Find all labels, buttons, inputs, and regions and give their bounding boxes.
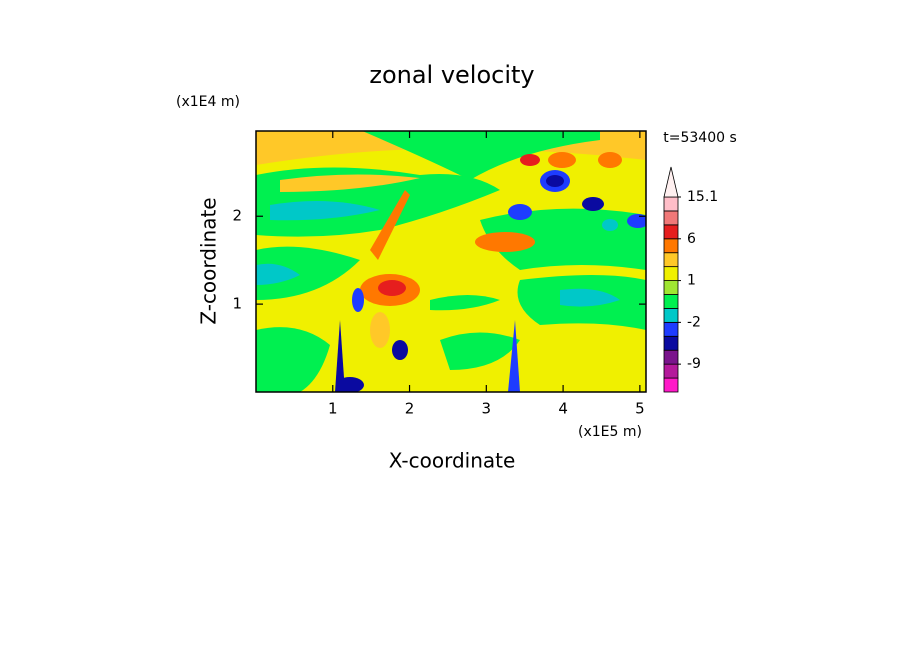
- y-tick-label: 2: [232, 207, 242, 225]
- colorbar-box: [663, 210, 679, 226]
- contour-field: [256, 131, 646, 392]
- colorbar-extend: [663, 166, 679, 198]
- x-tick-label: 2: [405, 400, 415, 418]
- colorbar-tick-label: 1: [687, 273, 696, 289]
- colorbar-tick-label: 15.1: [687, 189, 718, 205]
- y-unit: (x1E4 m): [176, 94, 240, 110]
- colorbar-box: [663, 363, 679, 379]
- y-axis-title: Z-coordinate: [197, 197, 221, 324]
- colorbar-tick-label: 6: [687, 231, 696, 247]
- colorbar-box: [663, 349, 679, 365]
- colorbar-box: [663, 377, 679, 393]
- colorbar-box: [663, 266, 679, 281]
- colorbar-tick-label: -2: [687, 314, 701, 330]
- x-axis-title: X-coordinate: [389, 449, 516, 473]
- colorbar-tick-label: -9: [687, 356, 701, 372]
- x-unit: (x1E5 m): [578, 424, 642, 440]
- colorbar-box: [663, 335, 679, 351]
- x-tick-label: 3: [482, 400, 492, 418]
- y-tick-label: 1: [232, 295, 242, 313]
- time-label: t=53400 s: [663, 130, 737, 146]
- colorbar-box: [663, 308, 679, 323]
- colorbar-box: [663, 252, 679, 268]
- colorbar-box: [663, 321, 679, 337]
- colorbar-box: [663, 196, 679, 212]
- plot-frame: [255, 130, 647, 393]
- colorbar-box: [663, 280, 679, 295]
- colorbar-box: [663, 224, 679, 240]
- x-tick-label: 5: [635, 400, 645, 418]
- x-tick-label: 1: [328, 400, 338, 418]
- chart-title: zonal velocity: [369, 61, 534, 89]
- colorbar-box: [663, 238, 679, 254]
- x-tick-label: 4: [558, 400, 568, 418]
- colorbar-box: [663, 294, 679, 309]
